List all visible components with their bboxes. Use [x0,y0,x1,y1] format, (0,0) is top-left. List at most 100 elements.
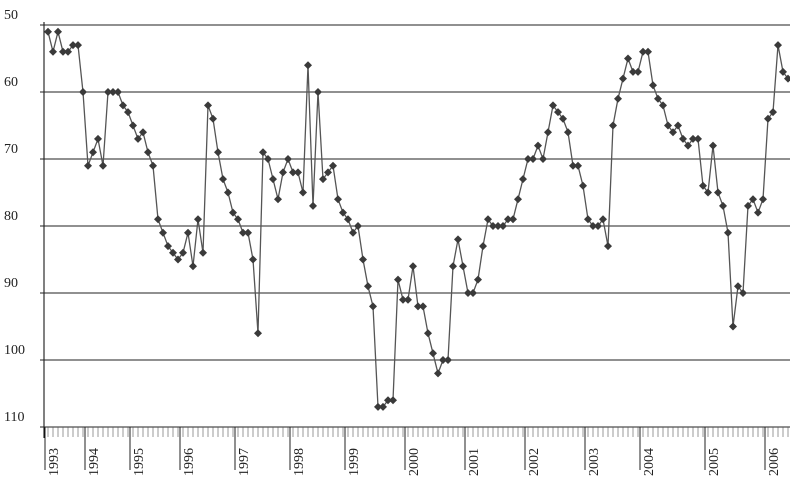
data-point [504,215,512,224]
data-point [64,47,72,56]
data-point [594,222,602,230]
data-point [124,108,132,117]
data-point [464,289,472,297]
data-point [729,322,737,331]
data-point [49,47,57,56]
data-point [459,262,467,271]
x-tick-label: 2006 [767,448,782,476]
data-point [114,88,122,96]
data-point [734,282,742,291]
data-point [549,101,557,110]
data-point [334,195,342,204]
data-point [494,222,502,230]
data-point [399,295,407,304]
data-point [349,228,357,237]
data-point [484,215,492,224]
data-point [749,195,757,204]
data-point [364,282,372,291]
data-point [699,181,707,190]
data-point [629,67,637,76]
data-point [309,201,317,210]
data-point [444,356,452,364]
data-point [619,74,627,83]
data-point [224,188,232,197]
data-point [544,128,552,137]
data-point [489,222,497,230]
data-point [579,181,587,190]
y-tick-label: 100 [4,343,25,358]
data-point [174,255,182,264]
data-point [314,88,322,96]
data-point [279,168,287,177]
x-tick-label: 2004 [642,448,657,476]
x-tick-label: 1999 [347,448,362,476]
data-point [654,94,662,103]
data-point [784,74,790,83]
data-point [384,396,392,405]
x-tick-label: 1998 [292,448,307,476]
data-point [419,302,427,311]
data-point [469,289,477,297]
data-point [559,114,567,123]
data-point [344,215,352,224]
data-point [404,295,412,304]
data-point [779,67,787,76]
data-point [354,222,362,230]
data-point [84,161,92,170]
data-point [299,188,307,197]
x-tick-label: 1997 [237,448,252,476]
data-point [414,302,422,311]
x-tick-label: 1994 [87,448,102,476]
data-point [394,275,402,284]
data-point [644,47,652,56]
data-point [739,289,747,297]
data-point [674,121,682,130]
data-point [199,248,207,257]
y-tick-label: 90 [4,276,18,291]
data-point [554,108,562,117]
data-point [139,128,147,137]
data-point [379,402,387,411]
data-point [59,47,67,56]
data-point [284,155,292,163]
data-point [189,262,197,271]
data-point [589,222,597,230]
data-point [719,201,727,210]
data-point [304,61,312,70]
data-point [679,134,687,143]
data-point [694,134,702,143]
data-point [274,195,282,204]
data-point [249,255,257,264]
data-point [294,168,302,177]
data-point [479,242,487,251]
data-point [134,134,142,143]
data-point [179,248,187,257]
data-point [329,161,337,170]
data-point [289,168,297,177]
y-tick-label: 50 [4,8,18,23]
data-point [169,248,177,257]
data-point [374,402,382,411]
data-point [524,155,532,163]
x-tick-label: 2002 [527,448,542,476]
data-point [79,88,87,96]
x-tick-label: 2000 [407,448,422,476]
data-point [514,195,522,204]
data-point [599,215,607,224]
data-point [339,208,347,217]
x-tick-label: 2001 [467,448,482,476]
data-point [659,101,667,110]
data-point [104,88,112,96]
data-point [669,128,677,137]
data-point [724,228,732,237]
y-tick-label: 110 [4,410,24,425]
data-point [534,141,542,150]
data-point [609,121,617,130]
data-point [709,141,717,150]
data-point [744,201,752,210]
data-point [359,255,367,264]
data-point [194,215,202,224]
y-tick-label: 60 [4,75,18,90]
data-point [664,121,672,130]
